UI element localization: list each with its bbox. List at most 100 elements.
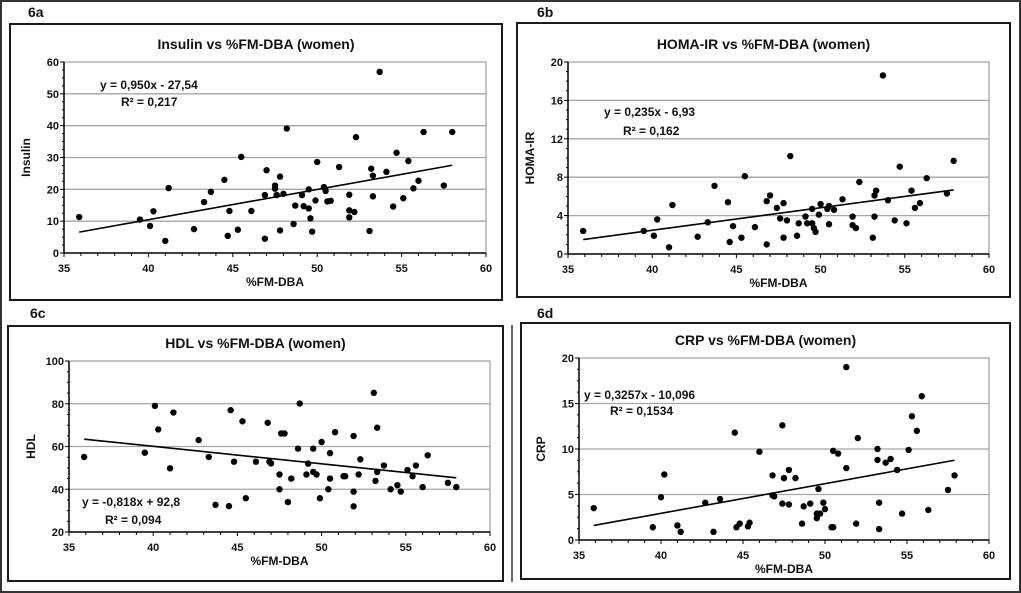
data-point: [404, 466, 411, 474]
x-tick-label: 55: [395, 263, 407, 275]
data-point: [276, 227, 284, 234]
data-point: [350, 432, 357, 440]
data-point: [874, 445, 881, 453]
data-point: [812, 228, 819, 236]
data-point: [409, 473, 416, 480]
y-tick-label: 0: [557, 249, 563, 261]
y-axis-label: Insulin: [19, 138, 33, 177]
data-point: [711, 182, 718, 190]
data-point: [669, 201, 676, 209]
data-point: [856, 178, 863, 186]
data-point: [654, 216, 661, 223]
data-point: [372, 477, 379, 485]
data-point: [815, 485, 822, 493]
data-point: [136, 216, 144, 223]
data-point: [308, 228, 316, 235]
data-point: [276, 486, 283, 493]
data-point: [373, 424, 381, 431]
data-point: [366, 227, 373, 235]
data-point: [280, 190, 287, 197]
data-point: [817, 200, 824, 208]
data-point: [677, 528, 684, 536]
data-point: [352, 133, 360, 141]
data-point: [916, 199, 924, 207]
data-point: [75, 213, 83, 221]
x-tick-label: 55: [901, 550, 913, 562]
x-tick-label: 60: [484, 542, 496, 554]
data-point: [872, 187, 880, 194]
data-point: [803, 220, 811, 227]
data-point: [852, 520, 860, 527]
y-tick-label: 15: [562, 399, 574, 411]
y-tick-label: 20: [47, 184, 59, 196]
data-point: [234, 226, 242, 233]
x-tick-label: 35: [573, 550, 585, 562]
x-tick-label: 35: [63, 542, 75, 554]
data-point: [307, 215, 314, 222]
data-point: [327, 197, 334, 204]
data-point: [300, 203, 307, 210]
data-point: [825, 221, 833, 228]
data-point: [304, 460, 312, 467]
data-point: [165, 184, 172, 192]
r-squared: R² = 0,094: [105, 513, 162, 527]
y-tick-label: 40: [47, 121, 59, 133]
x-tick-label: 50: [814, 264, 826, 276]
data-point: [751, 223, 759, 231]
y-tick-label: 20: [551, 57, 563, 69]
data-point: [283, 125, 291, 132]
data-point: [146, 222, 154, 230]
data-point: [816, 510, 824, 517]
data-point: [913, 427, 921, 434]
data-point: [869, 234, 877, 241]
data-point: [412, 462, 420, 469]
data-point: [674, 522, 681, 529]
data-point: [756, 448, 763, 455]
y-axis-label: HDL: [24, 434, 38, 459]
y-tick-label: 16: [551, 95, 563, 107]
r-squared: R² = 0,162: [623, 124, 680, 138]
data-point: [736, 520, 743, 527]
data-point: [854, 434, 861, 442]
data-point: [905, 446, 912, 454]
x-tick-label: 35: [58, 263, 70, 275]
data-point: [322, 187, 329, 195]
data-point: [350, 503, 357, 510]
data-point: [874, 456, 881, 464]
data-point: [393, 149, 400, 156]
data-point: [649, 524, 656, 531]
data-point: [871, 192, 878, 199]
data-point: [346, 214, 353, 221]
data-point: [776, 215, 784, 222]
data-point: [281, 430, 288, 437]
data-point: [271, 182, 279, 189]
data-point: [294, 445, 302, 452]
trendline-equation: y = 0,235x - 6,93: [604, 105, 695, 119]
data-point: [376, 68, 383, 76]
data-point: [346, 191, 353, 198]
chart-title: CRP vs %FM-DBA (women): [675, 332, 856, 348]
data-point: [830, 447, 837, 455]
x-tick-label: 55: [400, 542, 412, 554]
data-point: [783, 217, 791, 224]
data-point: [896, 163, 903, 170]
x-tick-label: 35: [562, 264, 574, 276]
data-point: [440, 182, 447, 189]
data-point: [766, 192, 774, 199]
x-tick-label: 45: [737, 550, 749, 562]
data-point: [731, 429, 738, 436]
y-tick-label: 60: [47, 57, 59, 69]
data-point: [273, 191, 280, 199]
data-point: [224, 232, 231, 240]
data-point: [261, 235, 269, 242]
data-point: [694, 233, 701, 240]
x-axis-label: %FM-DBA: [750, 276, 808, 290]
data-point: [420, 128, 427, 136]
data-point: [248, 207, 255, 215]
data-point: [205, 453, 212, 461]
data-point: [875, 499, 883, 506]
data-point: [410, 185, 417, 192]
y-tick-label: 20: [52, 527, 64, 539]
data-point: [820, 499, 827, 506]
